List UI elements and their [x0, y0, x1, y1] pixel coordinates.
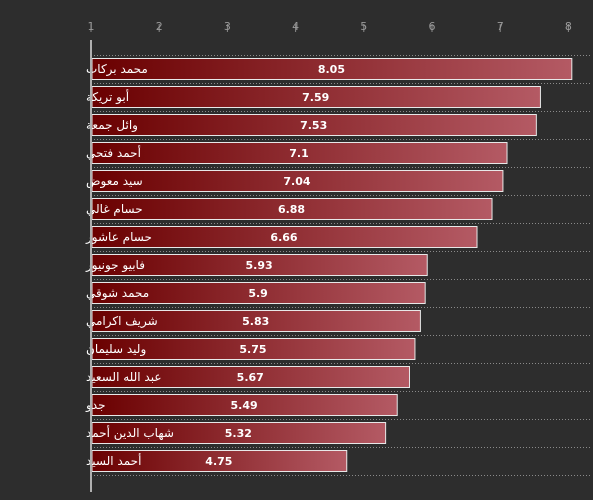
category-labels: محمد بركات أبو تريكة وائل جمعة أحمد فتحي سيد… [85, 62, 174, 468]
category-label: وائل جمعة [86, 118, 138, 133]
bar-value-label: 5.49 [231, 399, 258, 412]
category-label: حسام عاشور [85, 230, 152, 245]
bar-value-label: 5.9 [248, 287, 268, 300]
x-tick-label: 4 [292, 20, 299, 33]
bar-value-label: 5.93 [246, 259, 273, 272]
x-axis-ticks: 1 2 3 4 5 6 7 8 [88, 20, 572, 33]
x-tick-label: 2 [156, 20, 163, 33]
x-tick-label: 7 [497, 20, 504, 33]
bar-value-label: 7.53 [300, 119, 327, 132]
bar-value-label: 7.1 [289, 147, 309, 160]
category-label: سيد معوض [86, 174, 143, 189]
category-label: أبو تريكة [86, 89, 129, 105]
category-label: أحمد السيد [86, 453, 141, 468]
bar-value-label: 7.04 [283, 175, 310, 188]
bar-value-label: 5.32 [225, 427, 252, 440]
bars: 8.05 7.59 7.53 7.1 7.04 6.88 6.66 5.93 5.9 5.83 5.… [91, 58, 573, 472]
bar-value-label: 6.88 [278, 203, 305, 216]
x-tick-label: 8 [565, 20, 572, 33]
category-label: حسام غالي [86, 202, 143, 216]
category-label: جدو [85, 398, 106, 413]
bar-value-label: 7.59 [302, 91, 329, 104]
x-tick-label: 1 [88, 20, 95, 33]
category-label: أحمد فتحي [86, 145, 141, 160]
x-tick-label: 6 [429, 20, 436, 33]
x-tick-label: 5 [360, 20, 367, 33]
x-tick-label: 3 [224, 20, 231, 33]
bar-value-label: 8.05 [318, 63, 345, 76]
category-label: عبد الله السعيد [86, 370, 162, 384]
category-label: فابيو جونيور [85, 258, 145, 273]
category-label: شريف اكرامي [86, 314, 158, 329]
category-label: محمد بركات [86, 62, 148, 77]
bar-value-label: 5.75 [239, 343, 266, 356]
bar-value-label: 5.67 [237, 371, 264, 384]
bar-value-label: 4.75 [205, 455, 232, 468]
category-label: شهاب الدين أحمد [86, 425, 174, 441]
bar-value-label: 5.83 [242, 315, 269, 328]
bar-value-label: 6.66 [270, 231, 297, 244]
category-label: محمد شوقي [86, 286, 149, 301]
category-label: وليد سليمان [86, 342, 146, 357]
gridlines [91, 55, 591, 476]
